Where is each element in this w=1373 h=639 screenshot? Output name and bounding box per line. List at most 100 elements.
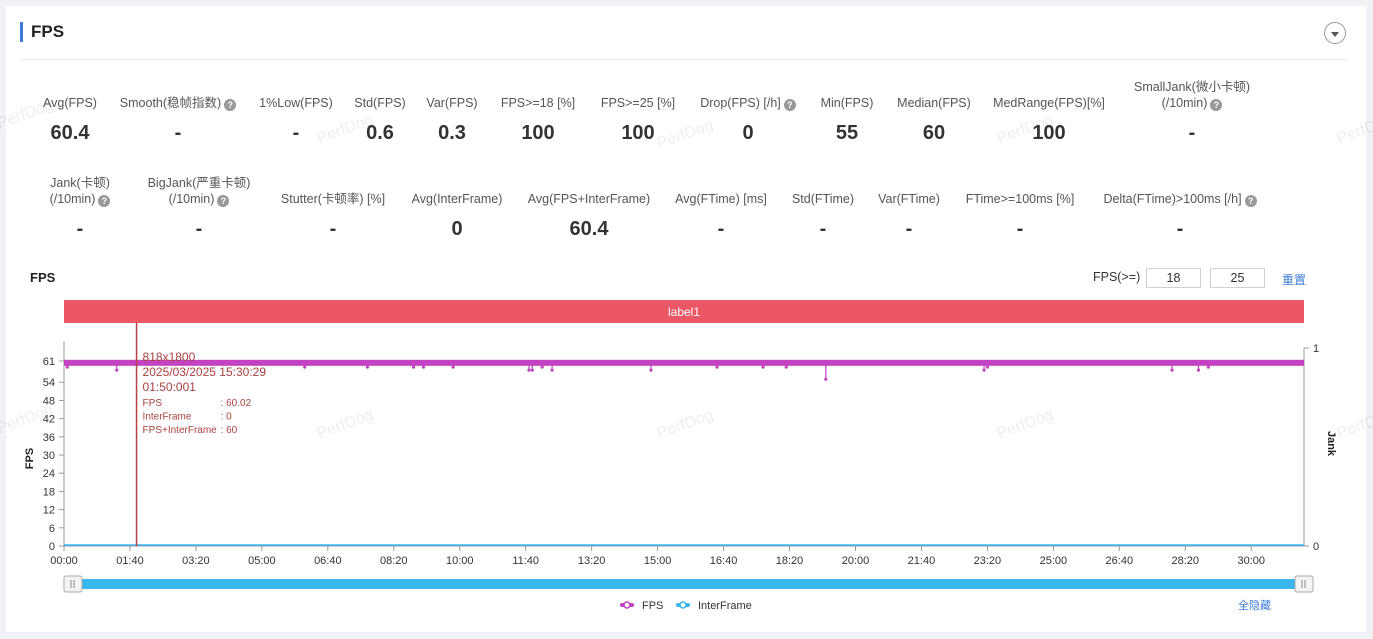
- tooltip-value: : 60: [221, 425, 238, 436]
- metric-metrics_row2-9: Delta(FTime)>100ms [/h]? -: [1095, 191, 1265, 240]
- x-tick-label: 16:40: [710, 555, 738, 567]
- tooltip-key: InterFrame: [143, 412, 192, 423]
- legend-marker: [623, 601, 631, 609]
- metric-label: Avg(FTime) [ms]: [636, 191, 806, 207]
- fps-point: [982, 368, 986, 372]
- metric-value: 0: [742, 122, 754, 144]
- metric-label-text: Drop(FPS) [/h]: [700, 96, 781, 110]
- help-icon[interactable]: ?: [224, 99, 237, 111]
- x-tick-label: 30:00: [1237, 555, 1265, 567]
- fps-point: [1170, 368, 1174, 372]
- y-tick-label: 48: [43, 395, 55, 407]
- metric-label-text: Delta(FTime)>100ms [/h]: [1103, 192, 1242, 206]
- y-tick-label: 12: [43, 505, 55, 517]
- metric-metrics_row2-2: Stutter(卡顿率) [%] -: [248, 191, 418, 240]
- range-slider-track[interactable]: [72, 579, 1298, 589]
- collapse-chevron-icon[interactable]: [1324, 22, 1346, 44]
- metric-label-text: FPS>=18 [%]: [500, 96, 576, 110]
- metric-metrics_row2-5: Avg(FTime) [ms] -: [636, 191, 806, 240]
- metric-value: 60: [922, 122, 946, 144]
- y-tick-right-label: 1: [1313, 343, 1319, 355]
- tooltip-elapsed: 01:50:001: [143, 380, 197, 394]
- fps-point: [1196, 368, 1201, 372]
- fps-threshold-input-2[interactable]: [1210, 268, 1265, 288]
- metric-label-text: FTime>=100ms [%]: [965, 192, 1075, 206]
- fps-panel: FPS Avg(FPS) 60.4 Smooth(稳帧指数)? -1%Low(FPS)…: [0, 6, 1373, 632]
- legend-label: FPS: [642, 600, 663, 612]
- help-icon[interactable]: ?: [1244, 195, 1257, 207]
- metric-label-unit: (/10min): [49, 192, 96, 206]
- fps-point: [365, 365, 370, 369]
- metric-label-text: MedRange(FPS)[%]: [993, 96, 1105, 110]
- metric-value: -: [292, 122, 300, 144]
- fps-threshold-input-1[interactable]: [1146, 268, 1201, 288]
- fps-point: [411, 365, 416, 369]
- metric-metrics_row2-4: Avg(FPS+InterFrame) 60.4: [504, 191, 674, 240]
- fps-point: [115, 368, 119, 372]
- metric-label-text: Min(FPS): [820, 96, 874, 110]
- fps-point: [1206, 365, 1210, 369]
- metric-label-text: FPS>=25 [%]: [600, 96, 676, 110]
- help-icon[interactable]: ?: [1210, 99, 1223, 111]
- metric-label: FTime>=100ms [%]: [935, 191, 1105, 207]
- y-tick-right-label: 0: [1313, 541, 1319, 553]
- help-icon[interactable]: ?: [98, 195, 111, 207]
- metric-label-text: Avg(FPS): [43, 96, 97, 110]
- metric-label-text: Avg(FPS+InterFrame): [527, 192, 651, 206]
- help-icon[interactable]: ?: [783, 99, 796, 111]
- metric-label-text: Std(FPS): [354, 96, 406, 110]
- metric-label-text: Avg(InterFrame): [411, 192, 503, 206]
- y-tick-label: 61: [43, 356, 55, 368]
- fps-threshold-label: FPS(>=): [1093, 270, 1141, 284]
- metric-label-unit: (/10min): [168, 192, 215, 206]
- label-band[interactable]: [64, 300, 1304, 323]
- fps-point: [530, 368, 534, 372]
- chart-title: FPS: [30, 270, 56, 285]
- x-tick-label: 13:20: [578, 555, 606, 567]
- fps-point: [451, 365, 455, 369]
- help-icon[interactable]: ?: [217, 195, 230, 207]
- metric-label: Drop(FPS) [/h]?: [663, 95, 833, 111]
- metric-label: Var(FTime): [824, 191, 994, 207]
- hide-all-link[interactable]: 全隐藏: [1238, 598, 1271, 612]
- tooltip-value: : 0: [221, 412, 233, 423]
- metric-label: Avg(FPS): [0, 95, 155, 111]
- metric-metrics_row2-1: BigJank(严重卡顿) (/10min)? -: [114, 175, 284, 240]
- metric-label: Median(FPS): [849, 95, 1019, 111]
- fps-point: [527, 368, 531, 372]
- y-tick-label: 42: [43, 414, 55, 426]
- metric-value: -: [329, 218, 337, 240]
- fps-point: [784, 365, 788, 369]
- metric-value: 0.6: [366, 122, 394, 144]
- range-handle-right[interactable]: [1294, 575, 1314, 593]
- fps-point: [65, 365, 69, 369]
- metric-value: 100: [621, 122, 655, 144]
- metric-metrics_row1-3: Std(FPS) 0.6: [295, 95, 465, 144]
- reset-link[interactable]: 重置: [1282, 273, 1307, 287]
- fps-chart[interactable]: label1 0 6 12 18 24 30 36 42 48 54 61 FPS 1 0 Jank 00:00…: [6, 287, 1366, 632]
- metric-metrics_row1-11: SmallJank(微小卡顿) (/10min)? -: [1107, 79, 1277, 144]
- metric-label: 1%Low(FPS): [211, 95, 381, 111]
- x-tick-label: 26:40: [1106, 555, 1134, 567]
- tooltip-datetime: 2025/03/2025 15:30:29: [143, 365, 267, 379]
- x-tick-label: 21:40: [908, 555, 936, 567]
- metric-label-line2: (/10min)?: [1107, 95, 1277, 111]
- x-tick-label: 28:20: [1172, 555, 1200, 567]
- y-tick-label: 54: [43, 377, 55, 389]
- metric-value: 60.4: [50, 122, 90, 144]
- metric-label: FPS>=25 [%]: [553, 95, 723, 111]
- metric-value: 60.4: [569, 218, 609, 240]
- x-tick-label: 05:00: [248, 555, 276, 567]
- metric-metrics_row1-7: Drop(FPS) [/h]? 0: [663, 95, 833, 144]
- range-handle-left[interactable]: [63, 575, 83, 593]
- fps-point: [761, 365, 765, 369]
- metric-metrics_row2-0: Jank(卡顿) (/10min)? -: [0, 175, 165, 240]
- x-tick-label: 10:00: [446, 555, 474, 567]
- metric-label-text: Stutter(卡顿率) [%]: [280, 192, 386, 206]
- metric-label-unit: (/10min): [1161, 96, 1208, 110]
- metric-value: 0: [451, 218, 463, 240]
- y-tick-label: 0: [49, 541, 55, 553]
- x-tick-label: 11:40: [512, 555, 539, 567]
- metric-value: 0.3: [438, 122, 466, 144]
- fps-point: [715, 365, 719, 369]
